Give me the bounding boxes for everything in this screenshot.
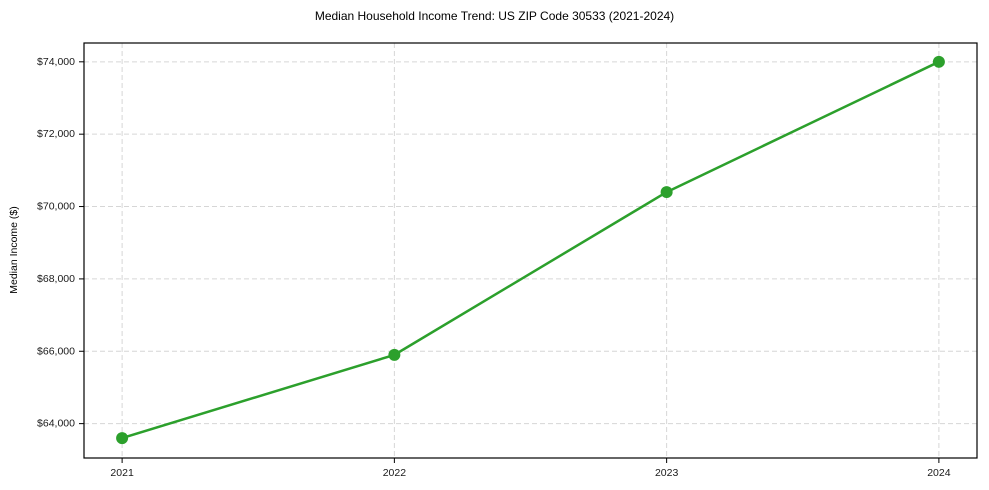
- x-tick-label: 2024: [927, 467, 951, 479]
- y-tick-label: $68,000: [37, 273, 75, 285]
- data-point: [388, 348, 401, 361]
- y-tick-label: $70,000: [37, 201, 75, 213]
- y-tick-label: $66,000: [37, 345, 75, 357]
- data-point: [660, 186, 673, 199]
- chart-title: Median Household Income Trend: US ZIP Co…: [314, 9, 675, 23]
- y-tick-label: $74,000: [37, 56, 75, 68]
- x-tick-label: 2021: [110, 467, 134, 479]
- plot-border: [83, 42, 978, 459]
- y-tick-label: $64,000: [37, 418, 75, 430]
- y-tick-label: $72,000: [37, 128, 75, 140]
- data-point: [932, 55, 945, 68]
- x-tick-label: 2022: [383, 467, 407, 479]
- data-point: [116, 432, 129, 445]
- x-tick-label: 2023: [655, 467, 679, 479]
- trend-line: [120, 60, 941, 440]
